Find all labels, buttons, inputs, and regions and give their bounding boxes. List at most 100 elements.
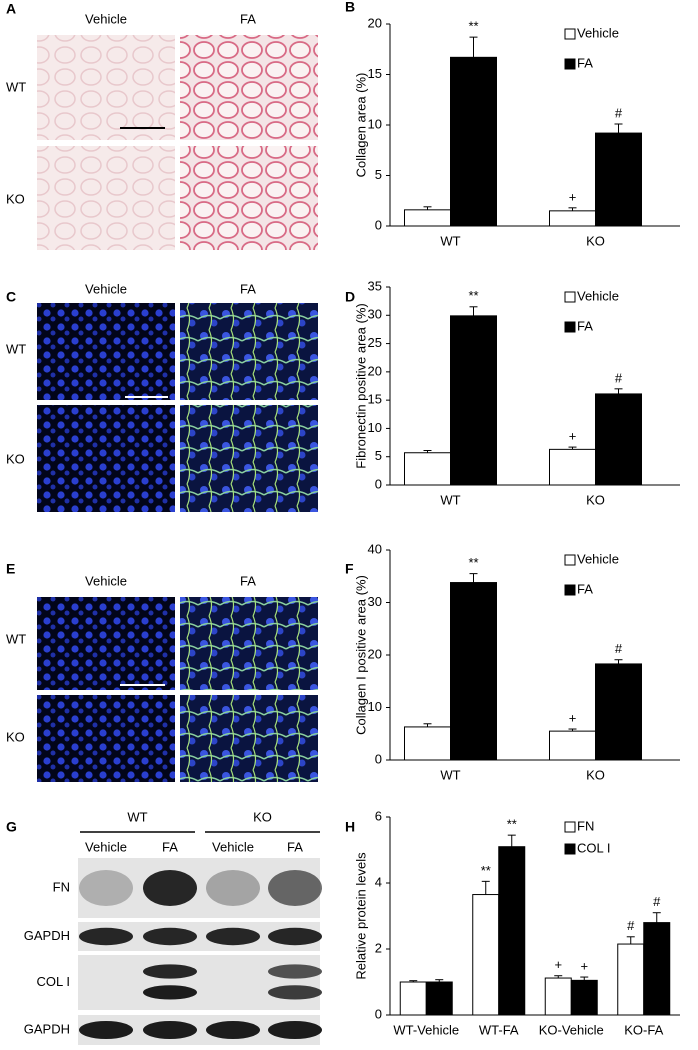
- row-label: KO: [6, 451, 25, 466]
- bar: [595, 663, 642, 761]
- y-tick-label: 6: [375, 808, 382, 823]
- y-tick-label: 0: [375, 1006, 382, 1021]
- legend-label: FA: [577, 318, 593, 333]
- bar: [404, 726, 451, 761]
- lane-label: Vehicle: [85, 839, 127, 854]
- legend-swatch: [564, 291, 576, 303]
- micrograph: [37, 35, 175, 140]
- significance-mark: +: [569, 710, 577, 725]
- legend-label: COL I: [577, 840, 610, 855]
- bar: [450, 582, 497, 761]
- significance-mark: **: [481, 863, 491, 878]
- legend-swatch: [564, 584, 576, 596]
- blot-band: [268, 964, 322, 979]
- column-label: Vehicle: [85, 281, 127, 296]
- significance-mark: #: [627, 918, 635, 933]
- group-label: WT: [127, 809, 147, 824]
- significance-mark: #: [653, 894, 661, 909]
- lane-label: FA: [162, 839, 178, 854]
- y-axis-label: Collagen I positive area (%): [353, 575, 368, 735]
- blot-band: [268, 1021, 322, 1039]
- blot-band: [143, 927, 197, 946]
- lane-label: FA: [287, 839, 303, 854]
- x-tick-label: WT-FA: [479, 1022, 519, 1037]
- micrograph: [180, 695, 318, 782]
- micrograph: [37, 695, 175, 782]
- bar: [450, 315, 497, 486]
- x-tick-label: KO: [586, 233, 605, 248]
- y-tick-label: 2: [375, 940, 382, 955]
- y-axis-label: Fibronectin positive area (%): [353, 303, 368, 468]
- significance-mark: +: [569, 429, 577, 444]
- lane-label: Vehicle: [212, 839, 254, 854]
- legend-label: FA: [577, 581, 593, 596]
- y-tick-label: 10: [368, 699, 382, 714]
- y-tick-label: 20: [368, 15, 382, 30]
- blot-row-label: COL I: [37, 974, 70, 989]
- blot-band: [206, 870, 260, 906]
- y-tick-label: 15: [368, 66, 382, 81]
- micrograph: [180, 597, 318, 690]
- y-axis-label: Relative protein levels: [353, 852, 368, 980]
- x-tick-label: KO-FA: [624, 1022, 663, 1037]
- significance-mark: **: [468, 288, 478, 303]
- x-tick-label: WT: [440, 492, 460, 507]
- panel-letter: H: [345, 819, 355, 835]
- column-label: FA: [240, 281, 256, 296]
- micrograph: [37, 405, 175, 512]
- bar: [643, 922, 671, 1016]
- panel-letter: F: [345, 561, 354, 577]
- legend-label: Vehicle: [577, 288, 619, 303]
- bar: [498, 846, 526, 1016]
- panel-letter: E: [6, 561, 15, 577]
- legend-swatch: [564, 554, 576, 566]
- panel-letter: C: [6, 289, 16, 305]
- row-label: WT: [6, 79, 26, 94]
- y-tick-label: 35: [368, 278, 382, 293]
- panel-letter: A: [6, 1, 16, 17]
- row-label: KO: [6, 729, 25, 744]
- bar: [549, 210, 596, 227]
- x-tick-label: WT-Vehicle: [393, 1022, 459, 1037]
- y-tick-label: 20: [368, 363, 382, 378]
- y-tick-label: 30: [368, 594, 382, 609]
- column-label: FA: [240, 11, 256, 26]
- micrograph: [180, 146, 318, 250]
- micrograph: [180, 303, 318, 400]
- y-axis-label: Collagen area (%): [353, 73, 368, 178]
- significance-mark: +: [580, 958, 588, 973]
- blot-band: [143, 1021, 197, 1039]
- bar: [595, 132, 642, 227]
- x-tick-label: WT: [440, 233, 460, 248]
- blot-band: [143, 985, 197, 1000]
- micrograph: [37, 146, 175, 250]
- significance-mark: #: [615, 641, 623, 656]
- blot-band: [206, 927, 260, 946]
- y-tick-label: 5: [375, 448, 382, 463]
- row-label: KO: [6, 191, 25, 206]
- y-tick-label: 5: [375, 167, 382, 182]
- x-tick-label: WT: [440, 767, 460, 782]
- panel-letter: G: [6, 819, 17, 835]
- bar: [425, 981, 453, 1016]
- blot-band: [79, 927, 133, 946]
- column-label: Vehicle: [85, 11, 127, 26]
- bar: [570, 979, 598, 1016]
- bar: [404, 452, 451, 486]
- micrographs: [37, 35, 318, 782]
- blot-band: [79, 1021, 133, 1039]
- micrograph: [37, 303, 175, 400]
- significance-mark: **: [468, 555, 478, 570]
- y-tick-label: 0: [375, 476, 382, 491]
- blot-strip: [78, 955, 320, 1010]
- blot-band: [143, 870, 197, 906]
- legend-label: FN: [577, 818, 594, 833]
- significance-mark: **: [468, 19, 478, 34]
- y-tick-label: 4: [375, 874, 382, 889]
- blot-band: [79, 870, 133, 906]
- legend-label: FA: [577, 55, 593, 70]
- y-tick-label: 10: [368, 420, 382, 435]
- blot-band: [268, 985, 322, 1000]
- row-label: WT: [6, 341, 26, 356]
